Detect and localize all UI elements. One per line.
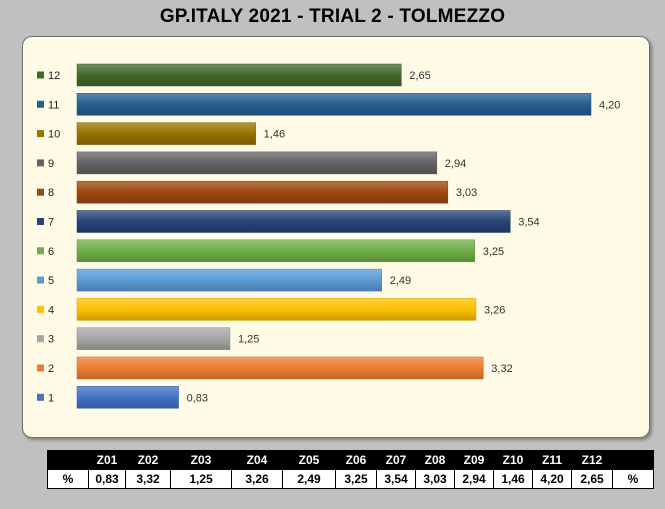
table-cell-z09: 2,94 <box>454 469 494 489</box>
table-header-z10: Z10 <box>493 450 533 470</box>
table-cell-z07: 3,54 <box>376 469 416 489</box>
table-header-row: Z01 Z02 Z03 Z04 Z05 Z06 Z07 Z08 Z09 Z10 Z11 Z12 <box>47 450 654 470</box>
table-cell-z01: 0,83 <box>88 469 126 489</box>
category-label-2: 2 <box>48 363 54 375</box>
category-label-3: 3 <box>48 334 54 346</box>
category-marker-5 <box>37 276 44 284</box>
category-marker-12 <box>37 71 44 79</box>
bar-7 <box>76 210 511 233</box>
category-label-12: 12 <box>48 70 60 82</box>
table-header-z12: Z12 <box>571 450 613 470</box>
bar-4 <box>76 298 477 321</box>
table-header-z09: Z09 <box>454 450 494 470</box>
table-header-z02: Z02 <box>125 450 171 470</box>
bar-3 <box>76 327 231 350</box>
category-marker-3 <box>37 335 44 343</box>
table-values-row: % 0,83 3,32 1,25 3,26 2,49 3,25 3,54 3,03 2,94 1,4… <box>47 469 654 489</box>
category-marker-7 <box>37 218 44 225</box>
table-header-blank-0 <box>47 450 89 470</box>
value-label-2: 3,32 <box>491 363 512 375</box>
category-marker-11 <box>37 100 44 108</box>
value-label-8: 3,03 <box>456 187 477 199</box>
bar-10 <box>76 122 256 145</box>
bar-11 <box>76 93 592 116</box>
chart-area: 12 2,65 11 4,20 10 1,46 9 2,94 8 3,03 7 3,54 6 3,25 5 2… <box>22 36 650 438</box>
value-label-10: 1,46 <box>264 129 285 141</box>
category-marker-10 <box>37 130 44 138</box>
table-header-z11: Z11 <box>532 450 572 470</box>
category-label-1: 1 <box>48 392 54 404</box>
value-label-6: 3,25 <box>483 246 504 258</box>
table-header-z04: Z04 <box>231 450 283 470</box>
bar-2 <box>76 356 484 380</box>
table-row-suffix: % <box>612 469 654 489</box>
table-row-label: % <box>47 469 89 489</box>
value-label-12: 2,65 <box>409 70 430 82</box>
value-label-3: 1,25 <box>238 334 259 346</box>
category-marker-2 <box>37 364 44 372</box>
table-header-z08: Z08 <box>415 450 455 470</box>
category-marker-6 <box>37 247 44 255</box>
table-cell-z03: 1,25 <box>170 469 232 489</box>
table-cell-z04: 3,26 <box>231 469 283 489</box>
category-label-5: 5 <box>48 275 54 287</box>
bar-1 <box>76 386 179 409</box>
table-header-z06: Z06 <box>335 450 377 470</box>
table-cell-z08: 3,03 <box>415 469 455 489</box>
table-cell-z10: 1,46 <box>493 469 533 489</box>
table-header-z03: Z03 <box>170 450 232 470</box>
bar-5 <box>76 268 382 292</box>
category-marker-1 <box>37 393 44 401</box>
table-header-z01: Z01 <box>88 450 126 470</box>
bar-6 <box>76 239 475 263</box>
value-label-1: 0,83 <box>187 392 208 404</box>
table-header-z05: Z05 <box>282 450 336 470</box>
bar-12 <box>76 63 402 87</box>
table-cell-z02: 3,32 <box>125 469 171 489</box>
bar-9 <box>76 151 438 175</box>
category-label-4: 4 <box>48 304 54 316</box>
table-cell-z12: 2,65 <box>571 469 613 489</box>
category-label-6: 6 <box>48 246 54 258</box>
value-label-11: 4,20 <box>599 99 620 111</box>
table-cell-z06: 3,25 <box>335 469 377 489</box>
value-label-5: 2,49 <box>390 275 411 287</box>
table-header-blank-13 <box>612 450 654 470</box>
category-label-11: 11 <box>48 99 59 111</box>
chart-title: GP.ITALY 2021 - TRIAL 2 - TOLMEZZO <box>159 6 506 27</box>
category-marker-8 <box>37 188 44 196</box>
category-marker-4 <box>37 305 44 313</box>
category-label-10: 10 <box>48 129 60 141</box>
category-label-7: 7 <box>48 217 54 229</box>
value-label-4: 3,26 <box>484 304 505 316</box>
category-label-9: 9 <box>48 158 54 170</box>
category-label-8: 8 <box>48 187 54 199</box>
value-label-9: 2,94 <box>445 158 466 170</box>
category-marker-9 <box>37 159 44 167</box>
table-cell-z05: 2,49 <box>282 469 336 489</box>
data-table: Z01 Z02 Z03 Z04 Z05 Z06 Z07 Z08 Z09 Z10 Z11 Z12 % 0,… <box>47 450 654 489</box>
table-header-z07: Z07 <box>376 450 416 470</box>
value-label-7: 3,54 <box>518 217 539 229</box>
table-cell-z11: 4,20 <box>532 469 572 489</box>
bar-8 <box>76 180 449 204</box>
